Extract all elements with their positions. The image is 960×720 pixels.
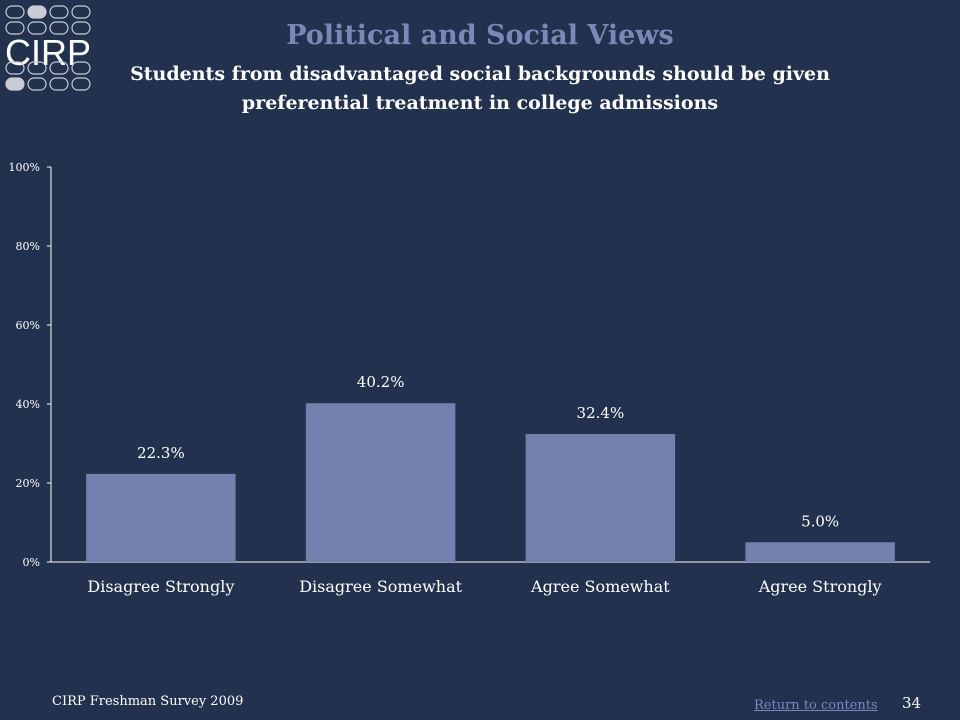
y-tick-label: 100% [9, 161, 40, 174]
y-tick-label: 40% [16, 398, 40, 411]
return-to-contents-link[interactable]: Return to contents [754, 698, 878, 713]
bar-data-label: 32.4% [577, 404, 625, 422]
y-tick-label: 0% [23, 556, 40, 569]
y-tick-label: 80% [16, 240, 40, 253]
bar [86, 473, 236, 562]
logo-pill-icon [49, 61, 69, 75]
logo-pill-icon [27, 61, 47, 75]
bar-data-label: 40.2% [357, 373, 405, 391]
logo-pill-icon [49, 21, 69, 35]
logo-pill-icon [5, 21, 25, 35]
logo-pill-icon [5, 77, 25, 91]
logo-pill-icon [71, 21, 91, 35]
logo-pill-icon [27, 21, 47, 35]
cirp-logo: CIRP [5, 5, 91, 91]
logo-pill-icon [5, 5, 25, 19]
logo-pill-icon [49, 5, 69, 19]
x-category-label: Disagree Somewhat [299, 577, 462, 596]
bar-data-label: 22.3% [137, 444, 185, 462]
logo-pill-icon [71, 5, 91, 19]
x-category-label: Disagree Strongly [87, 577, 234, 596]
logo-text: CIRP [5, 32, 91, 73]
page-number: 34 [902, 694, 922, 712]
bar [525, 434, 676, 562]
logo-pill-icon [5, 61, 25, 75]
bar [745, 542, 895, 562]
logo-pill-icon [49, 77, 69, 91]
survey-name: CIRP Freshman Survey 2009 [52, 694, 244, 709]
logo-pill-icon [27, 77, 47, 91]
x-category-label: Agree Strongly [758, 577, 882, 596]
bar-data-label: 5.0% [801, 512, 839, 530]
bar [305, 403, 456, 562]
logo-pill-icon [71, 77, 91, 91]
y-tick-label: 60% [16, 319, 40, 332]
x-category-label: Agree Somewhat [530, 577, 670, 596]
y-tick-label: 20% [16, 477, 40, 490]
page-title: Political and Social Views [286, 20, 674, 51]
logo-pill-icon [71, 61, 91, 75]
chart-subtitle: Students from disadvantaged social backg… [130, 63, 830, 114]
logo-pill-icon [27, 5, 47, 19]
